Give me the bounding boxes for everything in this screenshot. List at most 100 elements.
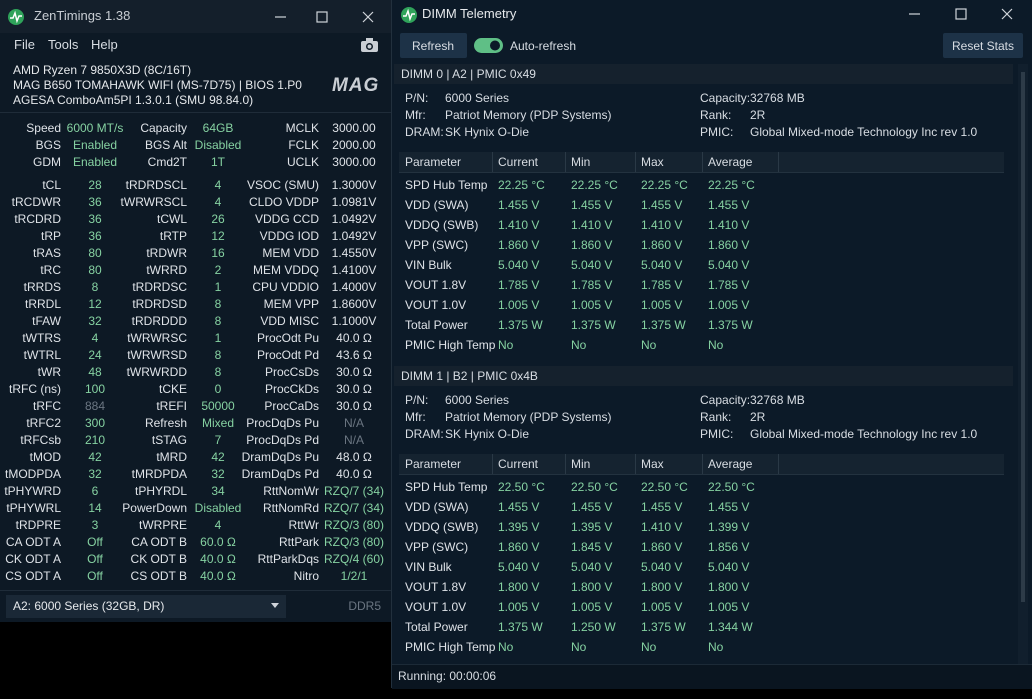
timing-value: 4 (214, 195, 222, 209)
reading-value: 5.040 V (571, 258, 613, 272)
parameter-name: VOUT 1.8V (405, 580, 467, 594)
timing-value: 2 (214, 263, 222, 277)
timing-label: tRDWR (146, 246, 187, 260)
timing-label: tFAW (32, 314, 61, 328)
zentimings-window: ZenTimings 1.38 File Tools Help AMD Ryzen 7 … (0, 0, 391, 622)
reading-value: 1.785 V (641, 278, 683, 292)
info-label: DRAM: (405, 125, 444, 139)
module-select[interactable]: A2: 6000 Series (32GB, DR) (13, 599, 165, 613)
timing-value: 210 (84, 433, 106, 447)
timing-value: 1T (210, 155, 226, 169)
reading-value: 1.410 V (708, 218, 750, 232)
timing-label: tRP (40, 229, 61, 243)
timing-value: 48 (88, 365, 102, 379)
reading-value: 22.25 °C (641, 178, 688, 192)
timing-value: 300 (84, 416, 106, 430)
timing-value: 4 (91, 331, 99, 345)
parameter-name: VPP (SWC) (405, 238, 469, 252)
timing-value: 36 (88, 195, 102, 209)
dimm-header-bar (394, 366, 1013, 386)
timing-label: RttNomWr (263, 484, 319, 498)
reading-value: No (641, 338, 657, 352)
timing-label: BGS Alt (144, 138, 187, 152)
timing-value: 1.1000V (331, 314, 377, 328)
window-controls[interactable] (270, 8, 385, 26)
refresh-button[interactable] (400, 33, 467, 58)
memory-type: DDR5 (348, 599, 381, 613)
menu-item[interactable]: Tools (48, 37, 79, 52)
timing-label: tRCDWR (11, 195, 61, 209)
timing-label: MCLK (285, 121, 319, 135)
table-header-bar (399, 152, 1004, 173)
info-label: Capacity: (700, 91, 751, 105)
timing-label: tRFC (ns) (9, 382, 61, 396)
timing-value: 28 (88, 178, 102, 192)
reading-value: 1.375 W (571, 318, 616, 332)
column-separator (702, 152, 703, 172)
timing-value: 884 (84, 399, 106, 413)
auto-refresh-toggle[interactable] (474, 38, 504, 54)
timing-value: RZQ/3 (80) (323, 518, 385, 532)
column-header: Max (641, 155, 664, 169)
timing-label: RttNomRd (262, 501, 319, 515)
reading-value: 1.399 V (708, 520, 750, 534)
reading-value: 1.860 V (641, 540, 683, 554)
timing-value: 30.0 Ω (336, 382, 372, 396)
reading-value: 22.50 °C (641, 480, 688, 494)
reading-value: No (498, 640, 514, 654)
timing-label: tPHYWRL (6, 501, 61, 515)
timing-value: 6000 MT/s (66, 121, 124, 135)
menu-item[interactable]: File (14, 37, 35, 52)
button-label[interactable]: Reset Stats (951, 39, 1015, 53)
timing-value: 32 (88, 467, 102, 481)
scrollbar-thumb[interactable] (1021, 72, 1025, 602)
timing-label: tRRDL (24, 297, 61, 311)
timing-value: 4 (214, 518, 222, 532)
reading-value: No (571, 338, 587, 352)
timing-label: VDD MISC (260, 314, 319, 328)
reset-button[interactable] (943, 33, 1023, 58)
timing-label: tMRDPDA (131, 467, 187, 481)
timing-label: tCKE (158, 382, 187, 396)
timing-label: tWRWRDD (126, 365, 187, 379)
column-header: Min (571, 155, 591, 169)
screenshot-button[interactable] (360, 37, 380, 53)
timing-value: RZQ/3 (80) (323, 535, 385, 549)
timing-value: 0 (214, 382, 222, 396)
timing-label: tRFC (33, 399, 61, 413)
timing-label: MEM VPP (263, 297, 319, 311)
reading-value: 1.785 V (571, 278, 613, 292)
timing-label: tMRD (156, 450, 187, 464)
timing-value: 36 (88, 212, 102, 226)
reading-value: No (708, 338, 724, 352)
timing-label: Nitro (293, 569, 319, 583)
timing-label: tRDRDSCL (125, 178, 187, 192)
timing-label: tRDRDSD (132, 297, 187, 311)
reading-value: 1.860 V (708, 238, 750, 252)
reading-value: 1.800 V (641, 580, 683, 594)
timing-label: tRFCsb (20, 433, 61, 447)
timing-value: 1.3000V (331, 178, 377, 192)
timing-label: ProcCsDs (264, 365, 319, 379)
menu-item[interactable]: Help (91, 37, 118, 52)
reading-value: 1.455 V (708, 198, 750, 212)
timing-value: 12 (211, 229, 225, 243)
info-value: Patriot Memory (PDP Systems) (445, 410, 612, 424)
reading-value: 1.344 W (708, 620, 753, 634)
reading-value: 1.455 V (641, 500, 683, 514)
reading-value: 1.005 V (708, 600, 750, 614)
reading-value: 5.040 V (571, 560, 613, 574)
parameter-name: Total Power (405, 620, 468, 634)
module-dropdown[interactable] (6, 595, 286, 618)
timing-value: 3000.00 (332, 155, 376, 169)
timing-value: 1.8600V (331, 297, 377, 311)
parameter-name: Total Power (405, 318, 468, 332)
timing-value: 1/2/1 (340, 569, 368, 583)
timing-value: RZQ/4 (60) (323, 552, 385, 566)
window-controls[interactable] (902, 5, 1027, 23)
timing-value: 32 (88, 314, 102, 328)
button-label[interactable]: Refresh (411, 39, 455, 53)
timing-value: 43.6 Ω (336, 348, 372, 362)
parameter-name: VIN Bulk (405, 560, 452, 574)
timing-value: N/A (343, 416, 365, 430)
